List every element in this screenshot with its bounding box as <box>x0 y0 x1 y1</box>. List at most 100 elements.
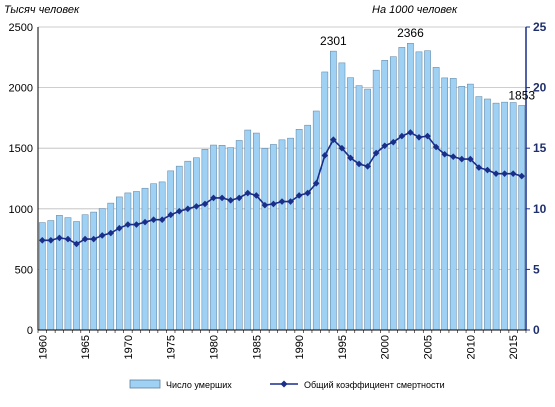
bar <box>201 149 209 331</box>
rate-point <box>218 194 226 202</box>
bar <box>467 83 474 331</box>
data-label: 2301 <box>320 34 347 48</box>
left-axis-unit: Тысяч человек <box>4 4 80 16</box>
rate-point <box>210 194 217 202</box>
rate-point <box>441 150 448 158</box>
rate-point <box>364 163 371 170</box>
rate-point <box>235 194 243 202</box>
bar <box>47 220 55 331</box>
rate-point <box>492 170 500 177</box>
bar <box>141 187 149 331</box>
bar <box>175 165 183 331</box>
bar <box>244 129 252 331</box>
rate-point <box>424 132 431 140</box>
data-label: 2366 <box>397 26 424 40</box>
right-axis-unit: На 1000 человек <box>372 4 458 16</box>
rate-point <box>38 237 46 244</box>
data-annotations: 2301 2366 1853 <box>320 26 535 102</box>
rate-point <box>407 129 414 136</box>
rate-point <box>47 237 55 244</box>
y-right-tick-label: 5 <box>533 262 540 276</box>
rate-point <box>150 216 157 224</box>
rate-point <box>398 132 406 140</box>
rate-point <box>133 221 140 228</box>
rate-point <box>175 207 183 215</box>
rate-point <box>56 234 63 242</box>
bar <box>381 60 389 331</box>
x-tick-label: 1980 <box>209 335 221 359</box>
rate-point <box>73 240 80 248</box>
bar-series <box>38 42 526 331</box>
rate-point <box>304 189 311 197</box>
y-right-tick-label: 0 <box>533 323 540 337</box>
rate-point <box>509 170 517 177</box>
x-tick-label: 1975 <box>166 335 178 359</box>
rate-point <box>244 189 252 197</box>
x-tick-label: 1960 <box>37 335 49 359</box>
legend-line-marker <box>280 380 288 388</box>
bar <box>116 196 123 331</box>
bar <box>441 77 448 331</box>
rate-point <box>338 144 346 152</box>
rate-point <box>475 164 483 171</box>
bar <box>184 160 192 331</box>
rate-point <box>124 221 132 228</box>
rate-point <box>227 197 234 204</box>
bar <box>295 129 303 331</box>
rate-point <box>193 203 200 210</box>
bar <box>218 145 226 331</box>
bar <box>270 144 277 331</box>
x-tick-label: 1965 <box>80 335 92 359</box>
bar <box>287 137 294 331</box>
bar <box>150 183 157 331</box>
y-right-tick-label: 10 <box>533 202 547 216</box>
y-right-tick-label: 15 <box>533 141 547 155</box>
bar <box>321 71 329 331</box>
bar <box>518 105 526 331</box>
bar <box>90 211 97 331</box>
bar <box>475 96 483 331</box>
x-tick-label: 2015 <box>508 335 520 359</box>
rate-point <box>90 235 97 243</box>
y-left-tick-label: 2000 <box>9 83 33 95</box>
rate-point <box>253 192 260 199</box>
rate-point <box>261 201 269 209</box>
bar <box>449 78 457 331</box>
bar <box>210 144 217 331</box>
rate-point <box>270 200 277 208</box>
bar <box>278 139 286 331</box>
rate-point <box>449 153 457 160</box>
bar <box>252 132 260 331</box>
y-left-tick-label: 1000 <box>9 204 33 216</box>
rate-point <box>278 198 286 205</box>
bar <box>458 86 466 331</box>
rate-point <box>321 152 329 159</box>
rate-point <box>98 232 106 239</box>
line-series <box>38 129 526 248</box>
y-right-tick-label: 25 <box>533 20 547 34</box>
rate-point <box>295 192 303 199</box>
y-right-tick-label: 20 <box>533 81 547 95</box>
legend-line-label: Общий коэффициент смертности <box>304 380 445 390</box>
tick-labels: 0 500 1000 1500 2000 2500 0 5 10 15 20 25 1960 1965 19… <box>9 20 547 359</box>
x-tick-label: 1990 <box>294 335 306 359</box>
bar <box>73 221 80 331</box>
rate-point <box>141 218 149 226</box>
x-tick-label: 2010 <box>465 335 477 359</box>
bar <box>389 56 397 331</box>
rate-point <box>167 211 175 219</box>
bar <box>407 42 414 331</box>
bar <box>56 215 63 331</box>
bar <box>235 140 243 331</box>
rate-point <box>201 200 209 208</box>
bar <box>98 208 106 331</box>
x-tick-label: 1970 <box>123 335 135 359</box>
rate-point <box>432 143 440 151</box>
y-left-tick-label: 1500 <box>9 143 33 155</box>
bar <box>501 101 508 331</box>
rate-point <box>381 142 389 150</box>
data-label: 1853 <box>508 88 535 102</box>
rate-point <box>458 155 466 163</box>
bar <box>81 214 89 331</box>
